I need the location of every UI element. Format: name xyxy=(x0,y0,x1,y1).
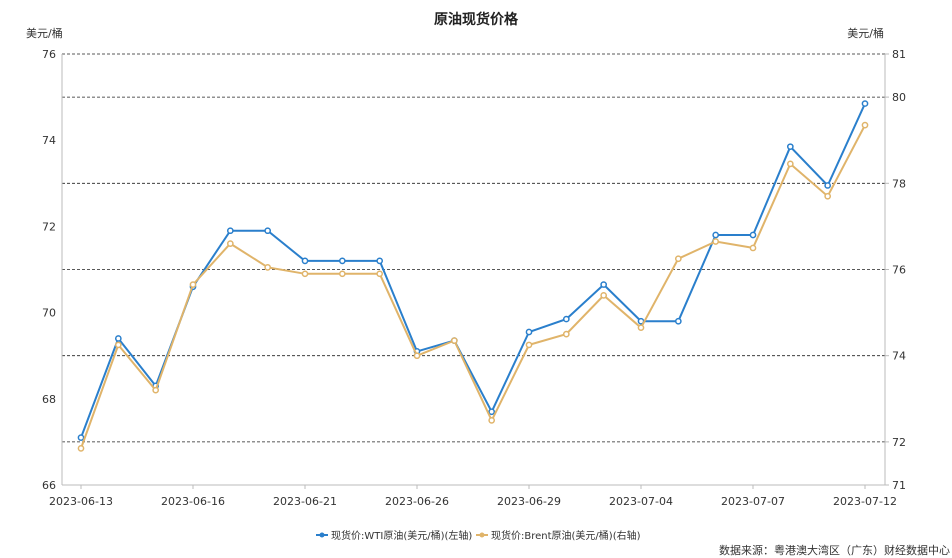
data-point-wti xyxy=(77,434,85,441)
right-tick-label: 78 xyxy=(892,177,906,190)
x-tick-label: 2023-06-16 xyxy=(161,495,225,508)
data-point-wti xyxy=(301,257,309,265)
data-point-brent xyxy=(450,337,458,344)
data-point-wti xyxy=(525,328,533,336)
right-axis-unit: 美元/桶 xyxy=(847,26,884,40)
left-tick-label: 68 xyxy=(42,393,56,406)
data-point-wti xyxy=(376,257,384,265)
right-tick-label: 80 xyxy=(892,91,906,104)
data-point-wti xyxy=(712,231,720,239)
x-tick-label: 2023-07-12 xyxy=(833,495,897,508)
data-point-wti xyxy=(824,182,832,189)
left-tick-label: 76 xyxy=(42,48,56,61)
x-tick-label: 2023-06-13 xyxy=(49,495,113,508)
data-point-wti xyxy=(674,317,682,325)
legend-wti-marker xyxy=(319,532,325,538)
data-point-wti xyxy=(226,227,234,235)
x-tick-label: 2023-06-26 xyxy=(385,495,449,508)
data-point-brent xyxy=(189,281,197,288)
left-tick-label: 72 xyxy=(42,220,56,233)
data-point-brent xyxy=(488,417,496,424)
right-tick-label: 72 xyxy=(892,436,906,449)
series-line-wti xyxy=(80,103,866,438)
series-wti xyxy=(77,100,869,441)
series-layer xyxy=(77,100,869,452)
series-line-brent xyxy=(80,124,866,449)
data-point-brent xyxy=(114,341,122,349)
gridlines xyxy=(62,53,885,443)
legend-brent-marker xyxy=(479,532,485,538)
data-point-brent xyxy=(712,238,720,245)
data-point-brent xyxy=(264,263,272,271)
right-tick-label: 81 xyxy=(892,48,906,61)
data-point-brent xyxy=(226,240,234,247)
data-point-brent xyxy=(749,244,757,252)
data-source: 数据来源：粤港澳大湾区（广东）财经数据中心 xyxy=(719,543,950,557)
left-tick-label: 66 xyxy=(42,479,56,492)
legend-item-brent[interactable]: 现货价:Brent原油(美元/桶)(右轴) xyxy=(476,529,641,542)
data-point-brent xyxy=(301,270,309,278)
series-brent xyxy=(77,121,869,452)
data-point-wti xyxy=(488,408,496,416)
data-point-wti xyxy=(562,315,570,323)
data-point-brent xyxy=(674,255,682,263)
left-tick-label: 74 xyxy=(42,134,56,147)
data-point-wti xyxy=(600,281,608,288)
x-tick-label: 2023-07-04 xyxy=(609,495,673,508)
data-point-wti xyxy=(861,100,869,107)
data-point-brent xyxy=(562,330,570,338)
legend: 现货价:WTI原油(美元/桶)(左轴) 现货价:Brent原油(美元/桶)(右轴… xyxy=(316,529,641,542)
left-axis-unit: 美元/桶 xyxy=(26,26,63,40)
data-point-brent xyxy=(413,352,421,360)
data-point-brent xyxy=(152,386,160,394)
data-point-brent xyxy=(525,341,533,349)
right-tick-label: 74 xyxy=(892,350,906,363)
data-point-brent xyxy=(338,270,346,278)
x-tick-label: 2023-06-29 xyxy=(497,495,561,508)
legend-brent-label: 现货价:Brent原油(美元/桶)(右轴) xyxy=(491,529,641,542)
right-tick-label: 71 xyxy=(892,479,906,492)
left-tick-label: 70 xyxy=(42,307,56,320)
data-point-brent xyxy=(786,160,794,168)
right-tick-label: 76 xyxy=(892,264,906,277)
data-point-wti xyxy=(786,143,794,151)
data-point-wti xyxy=(264,227,272,235)
x-axis-ticks: 2023-06-13 2023-06-16 2023-06-21 2023-06-26… xyxy=(49,485,897,508)
data-point-brent xyxy=(861,121,869,129)
data-point-brent xyxy=(376,270,384,278)
data-point-brent xyxy=(824,192,832,200)
data-point-wti xyxy=(338,257,346,265)
x-tick-label: 2023-07-07 xyxy=(721,495,785,508)
data-point-wti xyxy=(114,335,122,342)
chart-title: 原油现货价格 xyxy=(434,11,519,28)
data-point-brent xyxy=(600,292,608,299)
data-point-brent xyxy=(637,324,645,332)
data-point-brent xyxy=(77,445,85,452)
x-tick-label: 2023-06-21 xyxy=(273,495,337,508)
data-point-wti xyxy=(749,231,757,239)
legend-item-wti[interactable]: 现货价:WTI原油(美元/桶)(左轴) xyxy=(316,529,472,542)
legend-wti-label: 现货价:WTI原油(美元/桶)(左轴) xyxy=(331,529,472,542)
left-axis-ticks: 66 68 70 72 74 76 xyxy=(42,48,56,492)
right-axis-ticks: 71 72 74 76 78 80 81 xyxy=(885,48,906,492)
